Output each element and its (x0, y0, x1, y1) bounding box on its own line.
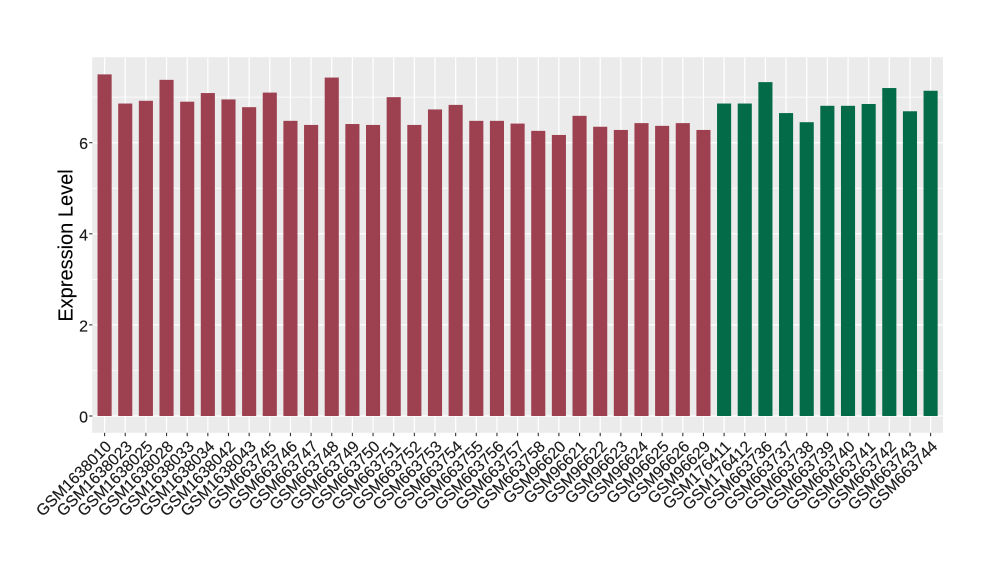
svg-text:4: 4 (79, 227, 88, 244)
svg-text:Expression Level: Expression Level (55, 169, 77, 321)
svg-text:2: 2 (79, 318, 88, 335)
svg-text:6: 6 (79, 136, 88, 153)
svg-text:0: 0 (79, 410, 88, 427)
